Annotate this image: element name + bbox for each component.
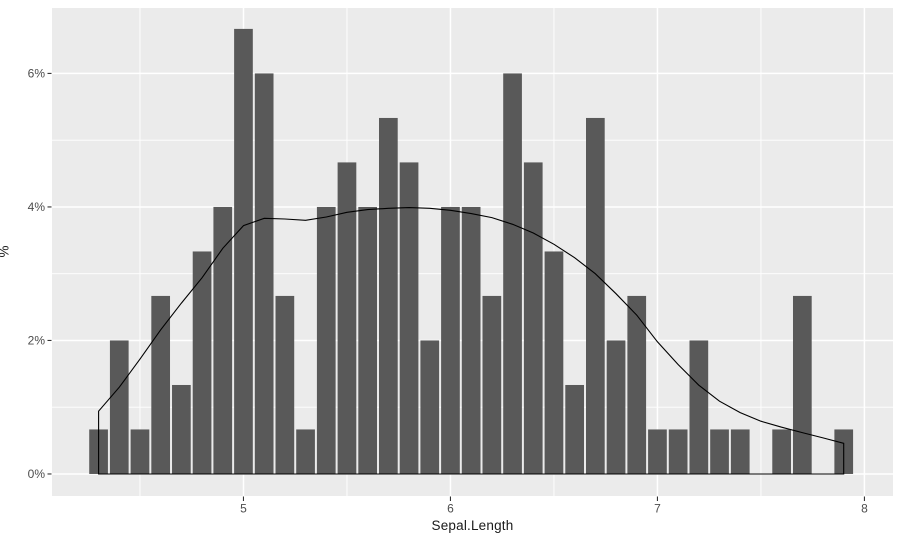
histogram-bar — [772, 429, 791, 474]
histogram-bar — [689, 340, 709, 474]
histogram-bar — [337, 162, 357, 474]
histogram-bar — [275, 295, 295, 474]
histogram-bar — [710, 429, 729, 474]
y-tick-label: 0% — [28, 467, 46, 481]
histogram-bar — [109, 340, 129, 474]
density-curve — [98, 207, 845, 475]
histogram-bar — [358, 206, 378, 474]
y-tick-label: 4% — [28, 200, 46, 214]
histogram-bar — [213, 206, 233, 474]
histogram-bar — [234, 28, 253, 474]
x-tick-label: 5 — [240, 502, 247, 516]
histogram-bar — [192, 251, 212, 474]
histogram-bar — [523, 162, 543, 474]
y-axis-title: % — [0, 222, 12, 282]
histogram-bar — [420, 340, 440, 474]
histogram-bar — [254, 73, 274, 474]
histogram-bar — [151, 295, 171, 474]
histogram-bar — [606, 340, 626, 474]
histogram-bar — [172, 384, 191, 474]
histogram-bar — [130, 429, 150, 474]
histogram-bar — [441, 206, 460, 474]
histogram-bar — [648, 429, 667, 474]
histogram-bar — [399, 162, 419, 474]
x-axis-title: Sepal.Length — [431, 518, 514, 533]
histogram-bar — [585, 117, 605, 474]
histogram-bar — [627, 295, 647, 474]
histogram-bar — [503, 73, 522, 474]
histogram-bar — [565, 384, 584, 474]
y-tick-label: 2% — [28, 334, 46, 348]
x-tick-label: 7 — [654, 502, 661, 516]
x-tick-label: 6 — [447, 502, 454, 516]
histogram-bar — [668, 429, 688, 474]
histogram-bar — [544, 251, 564, 474]
histogram-bar — [792, 295, 812, 474]
histogram-bar — [296, 429, 315, 474]
histogram-bar — [730, 429, 750, 474]
histogram-bar — [461, 206, 481, 474]
histogram-bar — [482, 295, 502, 474]
histogram-bar — [379, 117, 398, 474]
histogram-bar — [316, 206, 336, 474]
y-tick-label: 6% — [28, 67, 46, 81]
x-tick-label: 8 — [861, 502, 868, 516]
